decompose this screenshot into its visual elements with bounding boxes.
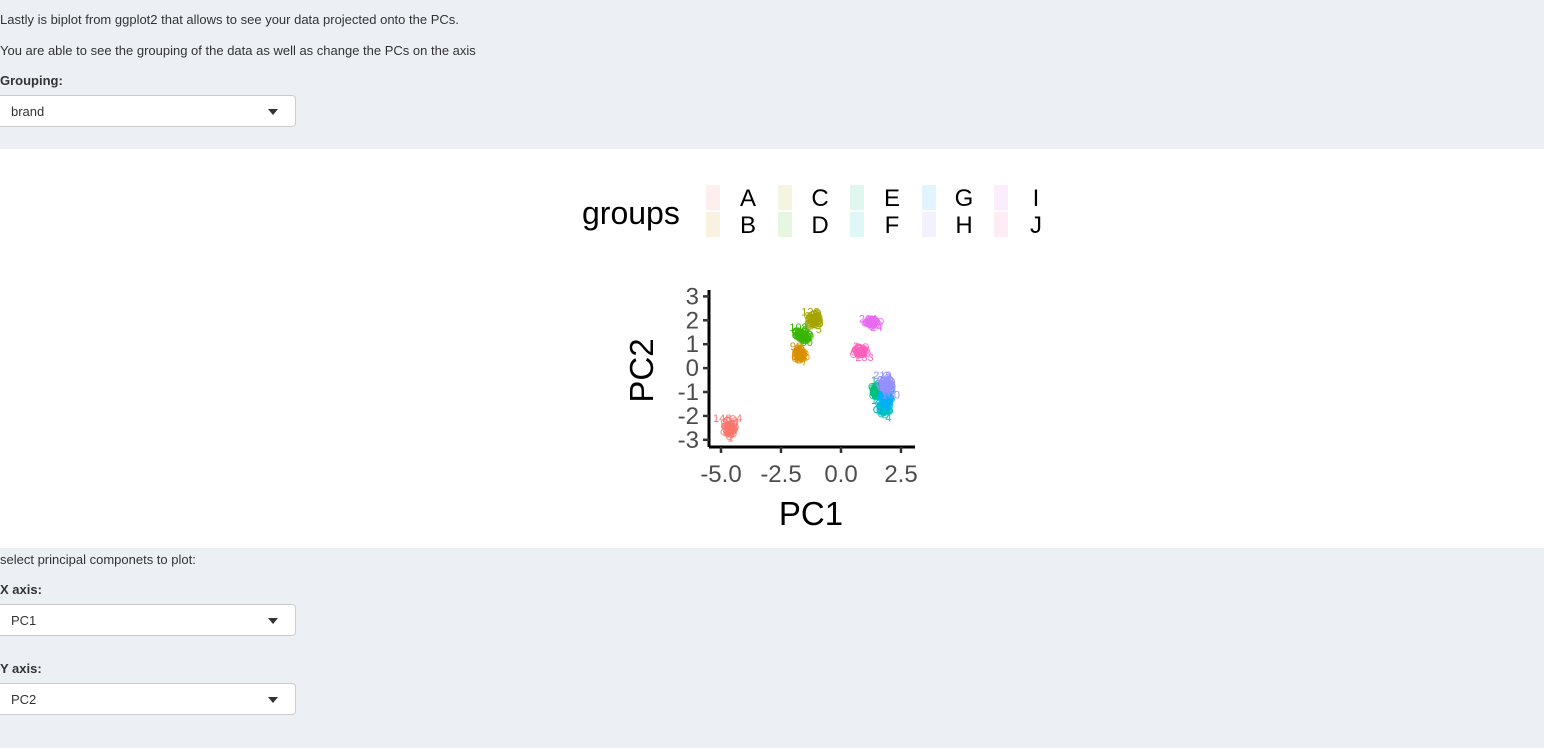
point-label: 7	[801, 356, 807, 368]
data-point-D	[803, 333, 811, 341]
data-point-G	[882, 400, 890, 408]
legend-title: groups	[582, 195, 680, 231]
data-point-D	[801, 328, 810, 336]
data-point-H	[883, 377, 891, 385]
x-axis-label: X axis:	[0, 582, 42, 597]
data-point-A	[723, 416, 731, 425]
legend-key-J	[994, 212, 1008, 237]
legend-label-B: B	[740, 212, 756, 239]
biplot-chart: -5.0 -2.5 0.0 2.5-3-2-10123PC1PC21481499712…	[582, 185, 1042, 532]
data-point-C	[813, 318, 822, 326]
legend-key-C	[778, 185, 792, 210]
legend-key-H	[922, 212, 936, 237]
biplot-panel: -5.0 -2.5 0.0 2.5 -3 -2 -1 0 1 2 3 PC1 PC2 148 1 4 99 7 12…	[0, 149, 1544, 548]
chevron-down-icon	[268, 618, 278, 624]
pc-select-heading: select principal componets to plot:	[0, 552, 196, 567]
data-point-C	[815, 313, 823, 321]
y-tick-label: 3	[686, 283, 699, 310]
x-axis-select-value: PC1	[11, 613, 37, 628]
data-point-D	[797, 333, 806, 341]
data-point-J	[860, 345, 868, 354]
data-point-J	[859, 349, 868, 358]
legend-key-I	[994, 185, 1008, 210]
point-label: 4	[736, 413, 742, 425]
x-tick-label: 2.5	[884, 461, 917, 488]
y-tick-label: -1	[678, 379, 699, 406]
point-label: 4	[885, 412, 891, 424]
legend-label-A: A	[740, 185, 756, 212]
point-label: 160	[882, 390, 900, 402]
legend-label-J: J	[1030, 212, 1042, 239]
chevron-down-icon	[268, 109, 278, 115]
data-point-B	[797, 351, 805, 360]
point-label: 128	[801, 307, 819, 319]
y-tick-label: -2	[678, 403, 699, 430]
grouping-select[interactable]: brand	[0, 95, 296, 127]
grouping-label: Grouping:	[0, 73, 63, 88]
data-point-H	[875, 379, 883, 388]
data-point-H	[882, 389, 891, 397]
data-point-J	[858, 350, 867, 359]
point-label: 264	[859, 313, 877, 325]
data-point-A	[726, 429, 734, 438]
legend-key-A	[706, 185, 720, 210]
y-axis-title: PC2	[623, 338, 660, 402]
legend-key-F	[850, 212, 864, 237]
y-tick-label: 1	[686, 331, 699, 358]
x-axis-select[interactable]: PC1	[0, 604, 296, 636]
point-label: 99	[790, 341, 802, 353]
chevron-down-icon	[268, 697, 278, 703]
legend-label-E: E	[884, 185, 900, 212]
legend-key-G	[922, 185, 936, 210]
data-point-D	[791, 327, 800, 336]
x-axis-title: PC1	[779, 495, 843, 532]
point-label: 108	[789, 322, 807, 334]
legend-key-B	[706, 212, 720, 237]
point-label: 219	[873, 370, 891, 382]
data-point-C	[806, 322, 815, 330]
y-tick-label: 2	[686, 307, 699, 334]
intro-text-1: Lastly is biplot from ggplot2 that allow…	[0, 12, 459, 27]
data-point-I	[865, 315, 873, 324]
y-tick-label: -3	[678, 427, 699, 454]
x-tick-label: -2.5	[760, 461, 801, 488]
point-label: 2	[853, 341, 859, 353]
data-point-H	[883, 373, 892, 382]
y-axis-label: Y axis:	[0, 661, 42, 676]
point-label: 1	[728, 433, 734, 445]
point-label: 60	[801, 337, 813, 349]
legend-key-E	[850, 185, 864, 210]
legend-label-C: C	[811, 185, 828, 212]
point-label: 148	[713, 413, 731, 425]
y-axis-select[interactable]: PC2	[0, 683, 296, 715]
data-point-C	[813, 309, 822, 317]
data-point-A	[725, 422, 734, 431]
legend-label-H: H	[955, 212, 972, 239]
data-point-B	[795, 353, 803, 362]
legend-label-G: G	[955, 185, 974, 212]
data-point-E	[871, 387, 880, 396]
data-point-H	[881, 385, 889, 393]
y-tick-label: 0	[686, 355, 699, 382]
point-label: 233	[855, 352, 873, 364]
point-label: 5	[816, 324, 822, 336]
y-axis-select-value: PC2	[11, 692, 37, 707]
legend-label-F: F	[885, 212, 900, 239]
x-tick-label: 0.0	[824, 461, 857, 488]
data-point-J	[855, 344, 863, 352]
point-label: 24	[870, 322, 882, 334]
legend-key-D	[778, 212, 792, 237]
x-tick-label: -5.0	[700, 461, 741, 488]
grouping-select-value: brand	[11, 104, 45, 119]
legend-label-D: D	[811, 212, 828, 239]
intro-text-2: You are able to see the grouping of the …	[0, 43, 476, 58]
legend-label-I: I	[1033, 185, 1040, 212]
